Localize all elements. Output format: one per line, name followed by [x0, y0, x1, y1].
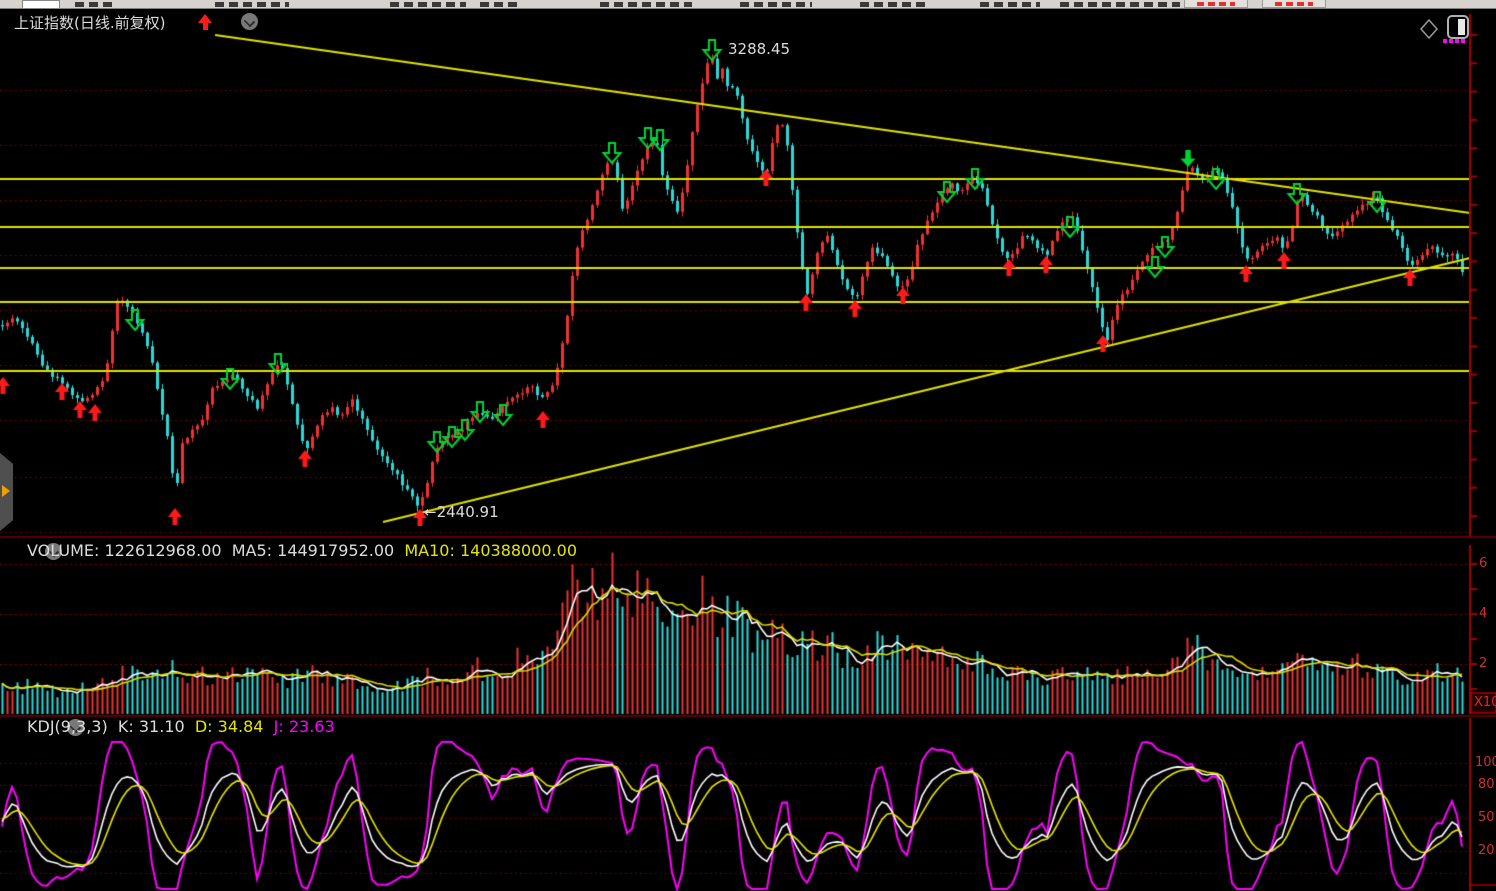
volume-value: 122612968.00 — [104, 541, 222, 560]
volume-ma5-value: 144917952.00 — [277, 541, 395, 560]
chart-title: 上证指数(日线.前复权) — [14, 14, 166, 32]
collapse-volume-icon[interactable] — [45, 543, 63, 560]
kdj-axis-label-20: 20 — [1478, 843, 1495, 858]
collapse-main-chart-icon[interactable] — [241, 13, 259, 30]
trend-up-icon — [198, 14, 212, 30]
kdj-axis-label-50: 50 — [1478, 810, 1495, 825]
vol-axis-label-2: 2 — [1479, 656, 1488, 671]
vol-axis-multiplier: X10 — [1474, 695, 1496, 710]
drawing-indicator-dot — [1455, 39, 1459, 43]
kdj-j-value: J: 23.63 — [273, 717, 335, 736]
peak-price-label: 3288.45 — [728, 40, 791, 58]
collapse-kdj-icon[interactable] — [67, 719, 85, 736]
panel-layout-icon[interactable] — [1446, 14, 1470, 40]
vol-axis-label-4: 4 — [1479, 606, 1488, 621]
diamond-tool-icon[interactable] — [1418, 18, 1440, 40]
drawing-indicator-dot — [1461, 39, 1465, 43]
kdj-d-value: D: 34.84 — [194, 717, 264, 736]
kdj-k-value: K: 31.10 — [117, 717, 185, 736]
volume-header: VOLUME: 122612968.00 MA5: 144917952.00 M… — [27, 541, 577, 560]
kdj-axis-label-100: 100 — [1475, 755, 1496, 770]
volume-ma5-label: MA5: — [231, 541, 273, 560]
low-price-label: ←2440.91 — [424, 503, 499, 521]
volume-ma10-label: MA10: — [404, 541, 455, 560]
volume-ma10-value: 140388000.00 — [459, 541, 578, 560]
left-arrow-glyph: ← — [424, 503, 437, 521]
expand-arrow-icon — [2, 485, 10, 497]
side-panel-handle[interactable] — [0, 453, 13, 531]
volume-label: VOLUME: — [27, 541, 100, 560]
drawing-indicator-dot — [1449, 39, 1453, 43]
drawing-indicator-dot — [1443, 39, 1447, 43]
kdj-header: KDJ(9,3,3) K: 31.10 D: 34.84 J: 23.63 — [27, 717, 335, 736]
vol-axis-label-6: 6 — [1479, 556, 1488, 571]
kdj-axis-label-80: 80 — [1478, 777, 1495, 792]
kdj-label: KDJ(9,3,3) — [27, 717, 108, 736]
